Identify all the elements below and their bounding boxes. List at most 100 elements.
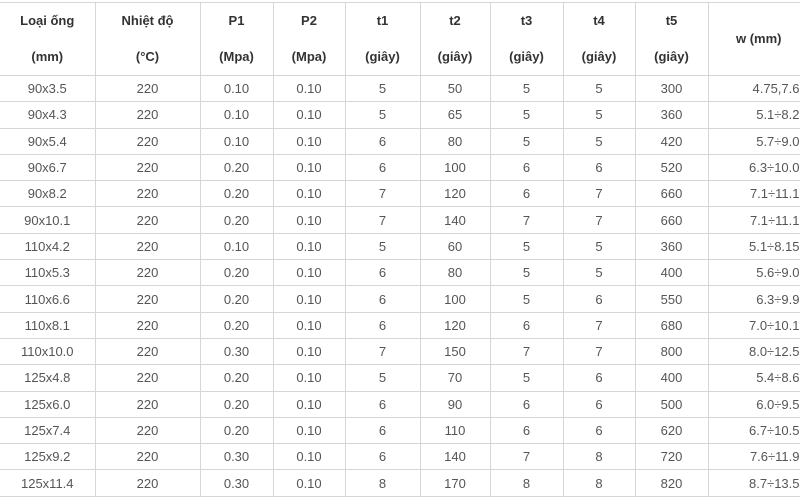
table-cell: 220: [94, 337, 201, 366]
table-cell: 5: [344, 232, 421, 261]
table-cell: 5: [489, 232, 564, 261]
column-header-unit: (°C): [135, 49, 160, 64]
table-cell: 820: [634, 469, 709, 497]
table-cell: 5: [489, 364, 564, 392]
column-header-title: P1: [228, 13, 245, 28]
column-header-unit: (giây): [654, 49, 689, 64]
table-cell: 0.10: [272, 101, 346, 129]
table-cell: 8: [562, 443, 636, 471]
column-header-title: w (mm): [736, 31, 782, 46]
column-header: P2 (Mpa): [272, 2, 346, 76]
table-cell: 120: [419, 180, 491, 208]
table-cell: 6.7÷10.5: [707, 416, 800, 445]
table-cell: 6: [344, 390, 421, 418]
column-header-title: Nhiệt độ: [121, 13, 174, 28]
table-cell: 7: [562, 206, 636, 234]
table-cell: 5: [489, 285, 564, 313]
column-header-title: t3: [520, 13, 533, 28]
table-cell: 7.1÷11.1: [707, 206, 800, 234]
table-cell: 0.10: [272, 285, 346, 313]
table-cell: 0.10: [272, 311, 346, 339]
table-cell: 0.30: [199, 443, 274, 471]
table-cell: 5.7÷9.0: [707, 127, 800, 155]
table-row: 90x3.5 220 0.10 0.10 5 50 5 5 300 4.75,7.6: [0, 74, 800, 103]
table-cell: 6: [562, 364, 636, 392]
table-cell: 6: [562, 416, 636, 445]
table-row: 110x6.6 220 0.20 0.10 6 100 5 6 550 6.3÷9.9: [0, 285, 800, 313]
table-cell: 0.20: [199, 206, 274, 234]
table-cell: 0.10: [272, 443, 346, 471]
table-cell: 90x10.1: [0, 206, 96, 234]
table-cell: 220: [94, 180, 201, 208]
table-cell: 6: [562, 285, 636, 313]
table-cell: 7: [562, 311, 636, 339]
table-cell: 5: [562, 127, 636, 155]
column-header: Loại ống (mm): [0, 2, 96, 76]
table-cell: 0.10: [272, 416, 346, 445]
column-header: t2 (giây): [419, 2, 491, 76]
table-cell: 110x10.0: [0, 337, 96, 366]
table-cell: 5.1÷8.2: [707, 101, 800, 129]
table-cell: 520: [634, 153, 709, 182]
table-cell: 6: [562, 153, 636, 182]
table-cell: 6.3÷9.9: [707, 285, 800, 313]
table-cell: 150: [419, 337, 491, 366]
table-cell: 550: [634, 285, 709, 313]
table-cell: 220: [94, 153, 201, 182]
header-row: Loại ống (mm) Nhiệt độ (°C) P1 (Mpa) P2 (Mpa) t1…: [0, 2, 800, 76]
table-cell: 6: [344, 153, 421, 182]
table-cell: 5.6÷9.0: [707, 259, 800, 287]
table-cell: 220: [94, 74, 201, 103]
table-cell: 7: [489, 206, 564, 234]
table-cell: 110x5.3: [0, 259, 96, 287]
table-cell: 660: [634, 206, 709, 234]
table-cell: 220: [94, 232, 201, 261]
table-cell: 100: [419, 285, 491, 313]
table-cell: 120: [419, 311, 491, 339]
column-header-unit: (giây): [509, 49, 544, 64]
table-cell: 0.10: [272, 153, 346, 182]
column-header-unit: (Mpa): [219, 49, 254, 64]
column-header-unit: (giây): [437, 49, 473, 64]
table-cell: 400: [634, 259, 709, 287]
table-cell: 6: [489, 180, 564, 208]
table-cell: 220: [94, 127, 201, 155]
table-cell: 125x11.4: [0, 469, 96, 497]
table-cell: 5: [489, 259, 564, 287]
table-cell: 70: [419, 364, 491, 392]
table-cell: 90x6.7: [0, 153, 96, 182]
table-cell: 0.10: [272, 469, 346, 497]
table-cell: 125x6.0: [0, 390, 96, 418]
table-cell: 300: [634, 74, 709, 103]
table-cell: 0.10: [272, 127, 346, 155]
table-cell: 360: [634, 101, 709, 129]
table-cell: 7.6÷11.9: [707, 443, 800, 471]
table-cell: 0.10: [199, 232, 274, 261]
table-row: 125x9.2 220 0.30 0.10 6 140 7 8 720 7.6÷11.9: [0, 443, 800, 471]
table-cell: 8.7÷13.5: [707, 469, 800, 497]
column-header-unit: (mm): [31, 49, 64, 64]
table-cell: 5: [489, 127, 564, 155]
table-cell: 0.10: [272, 364, 346, 392]
table-cell: 0.10: [272, 180, 346, 208]
table-row: 110x4.2 220 0.10 0.10 5 60 5 5 360 5.1÷8.15: [0, 232, 800, 261]
table-cell: 5: [562, 74, 636, 103]
table-cell: 90: [419, 390, 491, 418]
column-header: t5 (giây): [634, 2, 709, 76]
table-cell: 125x4.8: [0, 364, 96, 392]
table-cell: 6: [344, 443, 421, 471]
table-cell: 360: [634, 232, 709, 261]
table-cell: 8: [344, 469, 421, 497]
table-row: 125x4.8 220 0.20 0.10 5 70 5 6 400 5.4÷8.6: [0, 364, 800, 392]
table-cell: 90x3.5: [0, 74, 96, 103]
table-cell: 100: [419, 153, 491, 182]
table-cell: 0.10: [199, 127, 274, 155]
table-cell: 125x7.4: [0, 416, 96, 445]
table-cell: 6.0÷9.5: [707, 390, 800, 418]
table-cell: 680: [634, 311, 709, 339]
table-cell: 0.10: [272, 74, 346, 103]
table-cell: 0.20: [199, 259, 274, 287]
column-header-unit: (giây): [365, 49, 400, 64]
column-header: t3 (giây): [489, 2, 564, 76]
table-cell: 620: [634, 416, 709, 445]
